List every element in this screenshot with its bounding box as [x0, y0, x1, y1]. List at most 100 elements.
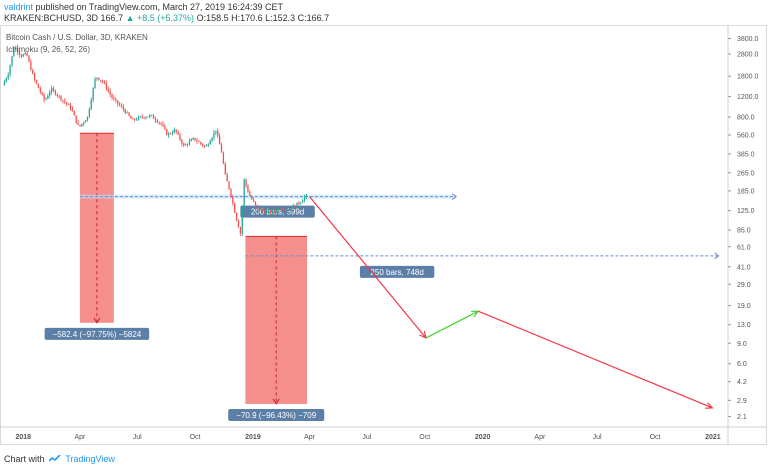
footer-brand[interactable]: TradingView [65, 454, 115, 464]
candle-body [222, 152, 225, 164]
y-tick-label: 29.0 [737, 282, 751, 289]
candle-body [268, 210, 270, 212]
candle-body [47, 95, 49, 99]
candle-body [275, 211, 277, 212]
candle-body [7, 74, 9, 79]
candle-body [237, 220, 240, 228]
candle-body [75, 115, 77, 123]
ohlc-values: O:158.5 H:170.6 L:152.3 C:166.7 [196, 13, 330, 23]
candle-body [173, 129, 175, 133]
projection-arrow-line [477, 310, 713, 409]
candle-body [128, 112, 130, 116]
candle-body [3, 81, 6, 86]
x-tick-label: Apr [534, 434, 546, 441]
x-tick-label: Apr [304, 434, 316, 441]
candle-body [67, 104, 70, 105]
candle-body [103, 81, 106, 84]
candle-body [90, 99, 92, 109]
candle-body [239, 227, 242, 234]
chart-header: valdrint published on TradingView.com, M… [0, 0, 768, 25]
x-tick-label: 2020 [475, 434, 491, 441]
candle-body [192, 138, 194, 140]
candle-body [166, 129, 168, 136]
x-tick-label: 2021 [705, 434, 721, 441]
x-tick-label: Oct [190, 434, 201, 441]
candle-body [232, 196, 234, 204]
range-label: 200 bars, 599d [251, 208, 304, 217]
candle-body [69, 104, 72, 109]
tradingview-logo-icon [49, 455, 61, 462]
y-tick-label: 41.0 [737, 264, 751, 271]
candle-body [279, 209, 281, 210]
candle-body [256, 204, 259, 208]
candle-body [175, 129, 177, 132]
candle-body [266, 211, 268, 213]
author-link[interactable]: valdrint [4, 2, 34, 12]
candle-body [283, 210, 285, 211]
candle-body [247, 185, 249, 193]
y-tick-label: 19.0 [737, 303, 751, 310]
y-tick-label: 2.1 [737, 414, 747, 421]
candle-body [226, 174, 228, 182]
candle-body [273, 210, 276, 212]
candle-body [56, 94, 58, 96]
candle-body [241, 206, 243, 234]
candle-body [245, 179, 247, 186]
candle-body [134, 118, 136, 120]
footer-prefix: Chart with [4, 454, 45, 464]
candle-body [20, 54, 23, 57]
candle-body [286, 209, 289, 211]
legend-indicator: Ichimoku (9, 26, 52, 26) [6, 45, 91, 54]
drawdown-measure-box [79, 133, 114, 323]
candle-body [16, 47, 19, 53]
publish-info: published on TradingView.com, March 27, … [35, 2, 284, 12]
candle-body [177, 131, 179, 135]
candle-body [101, 80, 104, 82]
y-tick-label: 385.0 [737, 151, 755, 158]
drawdown-arrow-icon [272, 398, 280, 405]
chart-legend: Bitcoin Cash / U.S. Dollar, 3D, KRAKEN I… [6, 32, 148, 56]
candle-body [94, 78, 96, 89]
price-change: ▲ +8.5 (+5.37%) [125, 13, 195, 23]
projection-arrowhead-icon [471, 310, 480, 318]
chart-frame [0, 25, 767, 445]
candle-body [164, 126, 166, 130]
last-price: 166.7 [100, 13, 124, 23]
projection-arrow-line [425, 310, 479, 339]
candle-body [179, 134, 181, 140]
candle-body [198, 141, 200, 143]
candle-body [277, 209, 279, 212]
candle-body [18, 52, 21, 55]
candle-body [54, 90, 57, 95]
y-tick-label: 265.0 [737, 170, 755, 177]
candle-body [43, 94, 45, 100]
candle-body [64, 100, 66, 103]
candle-body [130, 115, 132, 119]
y-tick-label: 560.0 [737, 133, 755, 140]
symbol-line: KRAKEN:BCHUSD, 3D 166.7 ▲ +8.5 (+5.37%) … [4, 13, 329, 23]
candle-body [22, 54, 24, 57]
candle-body [117, 100, 119, 104]
candle-body [39, 88, 41, 93]
candle-body [124, 109, 126, 113]
candle-body [152, 115, 155, 119]
candle-body [100, 79, 102, 81]
candle-body [35, 80, 38, 84]
x-tick-label: Oct [419, 434, 430, 441]
candle-body [118, 103, 121, 106]
candle-body [188, 141, 191, 145]
y-tick-label: 4.2 [737, 379, 747, 386]
candle-body [215, 130, 217, 133]
candle-body [154, 118, 157, 121]
candle-body [156, 120, 158, 123]
symbol: KRAKEN:BCHUSD, 3D [4, 13, 99, 23]
range-arrow-icon [714, 252, 720, 260]
candle-body [271, 210, 274, 214]
candle-body [264, 210, 266, 213]
drawdown-label: −582.4 (−97.75%) −5824 [53, 330, 142, 339]
candle-body [113, 97, 115, 100]
candle-body [183, 143, 185, 146]
price-chart[interactable]: 3800.0 2800.0 1800.0 1200.0 800.0 560.0 385.0 2… [0, 25, 768, 445]
drawdown-label-box [44, 327, 150, 340]
y-tick-label: 9.0 [737, 341, 747, 348]
